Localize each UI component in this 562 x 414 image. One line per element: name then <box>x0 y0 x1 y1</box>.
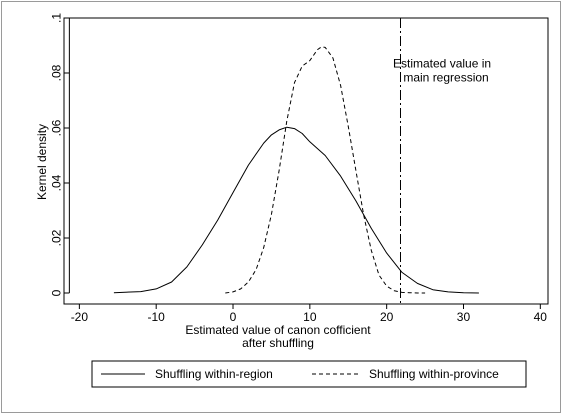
x-tick-label: 20 <box>380 310 394 324</box>
y-axis-label: Kernel density <box>35 124 49 200</box>
legend-label-within-province: Shuffling within-province <box>369 367 499 381</box>
annotation-line: Estimated value in <box>393 57 491 71</box>
series-line-within-province <box>225 46 426 294</box>
y-tick-label: .08 <box>49 64 63 81</box>
y-tick-label: .02 <box>49 229 63 246</box>
x-tick-label: -20 <box>71 310 89 324</box>
x-tick-label: 40 <box>534 310 548 324</box>
x-axis-label-line-2: after shuffling <box>242 336 314 350</box>
legend: Shuffling within-region Shuffling within… <box>91 360 527 388</box>
x-tick-label: -10 <box>148 310 166 324</box>
x-tick-label: 30 <box>457 310 471 324</box>
annotation-line: main regression <box>403 71 488 85</box>
y-tick-label: .04 <box>49 174 63 191</box>
legend-box <box>91 360 527 388</box>
y-tick-label: 0 <box>49 289 63 296</box>
series-line-within-region <box>113 126 479 294</box>
x-axis-label-line-1: Estimated value of canon cofficient <box>185 323 371 337</box>
y-tick-label: .06 <box>49 119 63 136</box>
legend-label-within-region: Shuffling within-region <box>155 367 273 381</box>
x-tick-label: 10 <box>303 310 317 324</box>
x-tick-label: 0 <box>230 310 237 324</box>
y-tick-label: .1 <box>49 13 63 23</box>
